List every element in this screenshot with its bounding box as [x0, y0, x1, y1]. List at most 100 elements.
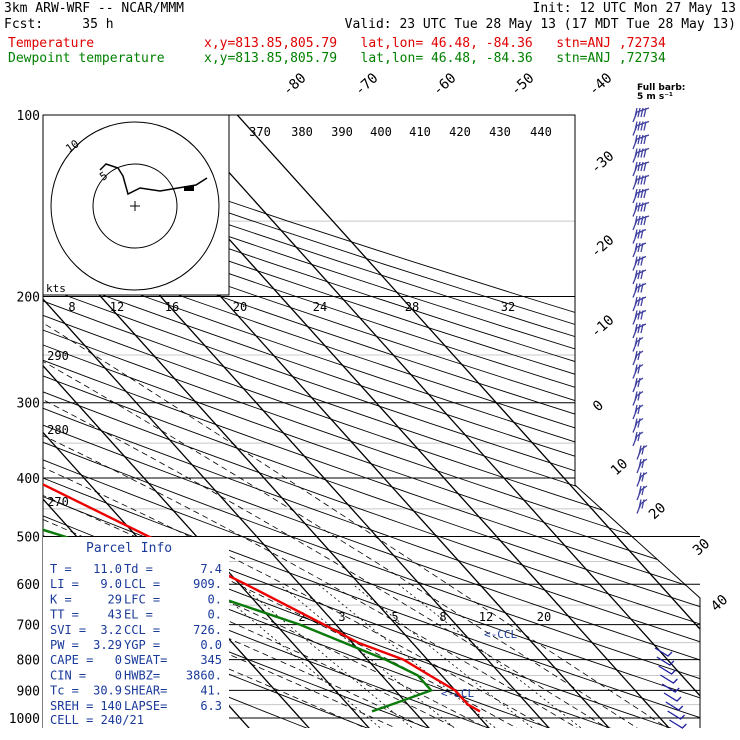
dry-adiabat — [43, 115, 700, 728]
parcel-value: 140 — [100, 699, 122, 713]
parcel-value: 0.0 — [200, 638, 222, 652]
dry-adiabat — [43, 115, 700, 728]
temperature-location-info: x,y=813.85,805.79 lat,lon= 46.48, -84.36… — [204, 36, 666, 51]
parcel-value: 6.3 — [200, 699, 222, 713]
wind-barb — [636, 498, 648, 514]
dry-adiabat — [43, 115, 700, 728]
parcel-cell: CELL = 240/21 — [50, 713, 144, 727]
pressure-label-100: 100 — [17, 109, 40, 124]
wind-barb — [667, 710, 686, 720]
wind-barb — [632, 188, 650, 204]
hodograph-ring-outer — [50, 121, 220, 291]
wind-barb — [632, 269, 647, 285]
mixing-ratio-label: 32 — [501, 300, 515, 314]
parcel-value: 7.4 — [200, 562, 222, 576]
moist-adiabat — [43, 268, 492, 728]
isotherm-line — [43, 115, 432, 728]
isotherm-label: -70 — [352, 70, 382, 99]
dry-adiabat — [43, 115, 700, 728]
parcel-label: SWEAT= — [124, 653, 167, 667]
parcel-title: Parcel Info — [86, 541, 172, 556]
isotherm-line — [43, 115, 492, 728]
isotherm-line — [211, 115, 700, 728]
mixing-ratio-line — [239, 583, 416, 728]
isotherm-label: -40 — [586, 70, 616, 99]
parcel-label: K = — [50, 592, 72, 606]
dry-adiabat — [43, 115, 700, 728]
mixing-ratio-line — [317, 583, 500, 728]
wind-barb — [632, 296, 647, 312]
mixing-ratio-label: 12 — [479, 610, 493, 624]
wind-barb — [632, 161, 650, 177]
dry-adiabat — [43, 115, 679, 728]
pressure-label-1000: 1000 — [9, 712, 40, 727]
parcel-value: 0 — [115, 653, 122, 667]
parcel-label: EL = — [124, 608, 153, 622]
mixing-ratio-label: 20 — [233, 300, 247, 314]
parcel-value: 0. — [208, 608, 222, 622]
dry-adiabat — [43, 115, 700, 728]
mixing-ratio-line — [398, 583, 585, 728]
theta-label: 390 — [331, 125, 353, 139]
pressure-label-200: 200 — [17, 291, 40, 306]
parcel-label: T = — [50, 562, 72, 576]
wind-barb — [632, 255, 647, 271]
wind-barb — [636, 444, 648, 460]
forecast-hour: Fcst: 35 h — [4, 17, 114, 32]
wind-barb — [661, 683, 680, 693]
mixing-ratio-label: 12 — [110, 300, 124, 314]
parcel-label: Tc = — [50, 684, 79, 698]
mixing-ratio-label: 8 — [68, 300, 75, 314]
theta-label: 370 — [249, 125, 271, 139]
wind-barb — [632, 282, 647, 298]
pressure-label-400: 400 — [17, 472, 40, 487]
parcel-label: YGP = — [124, 638, 160, 652]
mixing-ratio-label: 2 — [298, 610, 305, 624]
parcel-value: 3.29 — [93, 638, 122, 652]
hodograph-origin — [130, 201, 140, 211]
wind-barb — [636, 458, 648, 474]
theta-label: 420 — [449, 125, 471, 139]
pressure-label-800: 800 — [17, 654, 40, 669]
parcel-value: 43 — [108, 608, 122, 622]
wind-barb — [663, 692, 682, 702]
dry-adiabat — [43, 115, 375, 728]
parcel-label: Td = — [124, 562, 153, 576]
dewpoint-legend: Dewpoint temperature — [8, 51, 165, 66]
isotherm-label: -50 — [508, 70, 538, 99]
pressure-label-900: 900 — [17, 684, 40, 699]
theta-label: 440 — [530, 125, 552, 139]
theta-label: 400 — [370, 125, 392, 139]
hodograph-box — [42, 114, 230, 296]
dry-adiabat — [43, 115, 700, 728]
barb-scale-label: Full barb: 5 m s⁻¹ — [637, 83, 686, 102]
dry-adiabat — [43, 115, 700, 728]
theta-label: 430 — [489, 125, 511, 139]
dry-adiabat — [43, 115, 700, 728]
moist-adiabat — [43, 268, 552, 728]
hodograph-storm-marker — [184, 186, 194, 191]
wind-barb — [656, 656, 675, 666]
theta-label: 380 — [291, 125, 313, 139]
parcel-label: PW = — [50, 638, 79, 652]
dry-adiabat — [43, 115, 700, 728]
parcel-panel — [43, 537, 229, 728]
moist-adiabat — [43, 268, 522, 728]
isotherm-label: -60 — [430, 70, 460, 99]
isotherm-label: -30 — [588, 148, 618, 177]
init-time: Init: 12 UTC Mon 27 May 13 — [532, 1, 737, 16]
pressure-label-500: 500 — [17, 530, 40, 545]
wind-barb — [632, 323, 647, 339]
parcel-value: 41. — [200, 684, 222, 698]
dry-adiabat — [43, 115, 700, 728]
parcel-label: HWBZ= — [124, 668, 160, 682]
mixing-ratio-label: 8 — [439, 610, 446, 624]
parcel-label: SHEAR= — [124, 684, 167, 698]
wind-barb — [632, 309, 647, 325]
wind-barb — [632, 363, 644, 379]
dry-adiabat — [43, 115, 700, 728]
wind-barb — [632, 134, 650, 150]
mixing-ratio-label: 24 — [313, 300, 327, 314]
parcel-value: 909. — [193, 577, 222, 591]
